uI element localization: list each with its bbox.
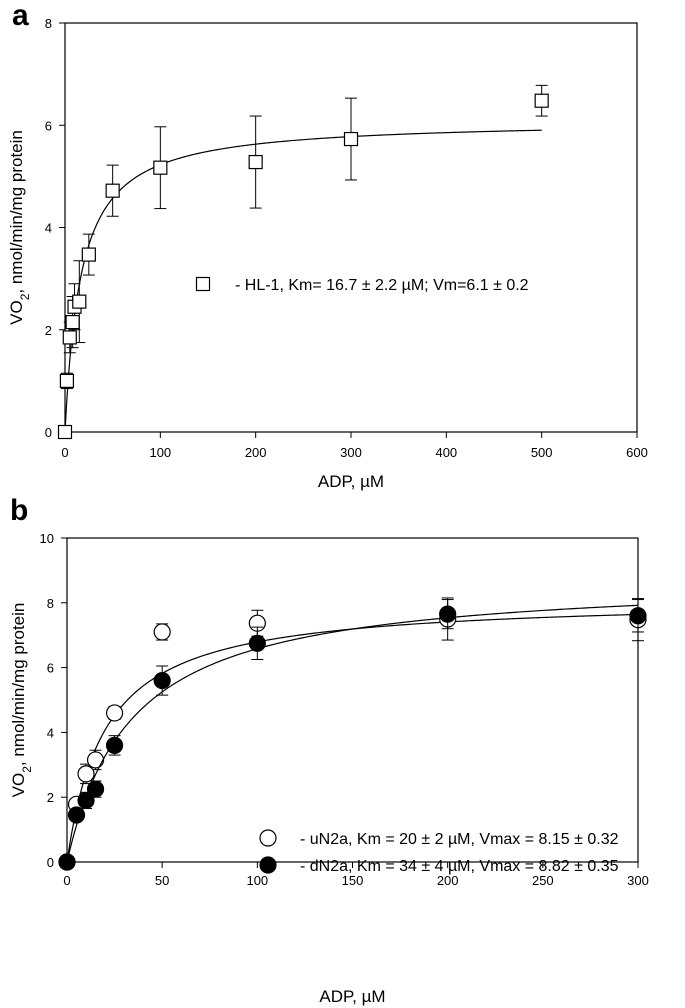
- panel-label: a: [12, 0, 29, 32]
- data-point: [439, 605, 457, 623]
- y-tick-label: 10: [40, 531, 54, 546]
- x-axis-title: ADP, µM: [318, 472, 384, 491]
- legend-label: - dN2a, Km = 34 ± 4 µM, Vmax = 8.82 ± 0.…: [300, 858, 619, 875]
- x-tick-label: 250: [532, 873, 554, 888]
- series-2: - dN2a, Km = 34 ± 4 µM, Vmax = 8.82 ± 0.…: [58, 599, 647, 875]
- x-tick-label: 300: [627, 873, 649, 888]
- data-point: [105, 736, 124, 754]
- y-tick-label: 4: [47, 725, 54, 740]
- x-tick-label: 100: [149, 445, 171, 460]
- data-point: [77, 791, 95, 810]
- data-point: [86, 751, 105, 769]
- series-1: - HL-1, Km= 16.7 ± 2.2 µM; Vm=6.1 ± 0.2: [57, 84, 549, 440]
- y-tick-label: 0: [45, 425, 52, 440]
- data-point: [59, 373, 75, 388]
- x-tick-label: 600: [626, 445, 648, 460]
- x-tick-label: 100: [246, 873, 268, 888]
- data-point: [86, 780, 105, 798]
- data-point: [72, 294, 87, 309]
- x-tick-label: 0: [63, 873, 70, 888]
- y-tick-label: 2: [45, 323, 52, 338]
- x-tick-label: 300: [340, 445, 362, 460]
- data-point: [65, 314, 80, 330]
- chart-panel-a: a 0 100 200 300 400 500 600 0 2 4 6 8 ADP, µM VO2, nmo…: [7, 0, 648, 491]
- x-axis-title: ADP, µM: [319, 987, 385, 1006]
- data-point: [81, 247, 96, 262]
- data-point: [343, 131, 359, 147]
- legend-marker: [259, 856, 277, 874]
- data-point: [629, 607, 647, 625]
- data-point: [153, 623, 171, 641]
- x-tick-label: 500: [531, 445, 553, 460]
- chart-panel-b: b 0 50 100 150 200 250 300 0 2 4 6 8 10 ADP, µM VO2, nm…: [9, 494, 649, 1006]
- fit-curve: [66, 604, 639, 863]
- y-axis-title: VO2, nmol/min/mg protein: [7, 130, 32, 325]
- y-tick-label: 0: [47, 855, 54, 870]
- data-point: [153, 671, 171, 690]
- legend-label: - uN2a, Km = 20 ± 2 µM, Vmax = 8.15 ± 0.…: [300, 831, 619, 848]
- x-tick-label: 400: [435, 445, 457, 460]
- y-tick-label: 2: [47, 790, 54, 805]
- legend-label: - HL-1, Km= 16.7 ± 2.2 µM; Vm=6.1 ± 0.2: [235, 277, 529, 294]
- data-point: [57, 424, 73, 440]
- plot-frame: [64, 22, 638, 433]
- y-tick-label: 8: [45, 16, 52, 31]
- y-tick-label: 6: [45, 118, 52, 133]
- data-point: [62, 330, 77, 345]
- legend-marker: [195, 276, 211, 292]
- y-tick-label: 4: [45, 221, 52, 236]
- data-point: [67, 806, 86, 824]
- panel-label: b: [10, 494, 28, 527]
- x-tick-label: 50: [155, 873, 169, 888]
- y-tick-label: 8: [47, 596, 54, 611]
- data-point: [105, 183, 120, 198]
- data-point: [105, 704, 124, 722]
- x-tick-label: 200: [245, 445, 267, 460]
- x-tick-label: 150: [342, 873, 364, 888]
- x-tick-label: 0: [61, 445, 68, 460]
- y-tick-label: 6: [47, 661, 54, 676]
- data-point: [153, 160, 168, 175]
- x-tick-label: 200: [437, 873, 459, 888]
- data-point: [534, 93, 549, 108]
- data-point: [58, 853, 76, 871]
- legend-marker: [259, 829, 277, 847]
- series-1: - uN2a, Km = 20 ± 2 µM, Vmax = 8.15 ± 0.…: [58, 597, 647, 871]
- data-point: [77, 765, 95, 783]
- fit-curve: [64, 129, 542, 433]
- data-point: [248, 634, 266, 652]
- fit-curve: [66, 613, 639, 863]
- data-point: [248, 154, 263, 170]
- y-axis-title: VO2, nmol/min/mg protein: [9, 603, 34, 798]
